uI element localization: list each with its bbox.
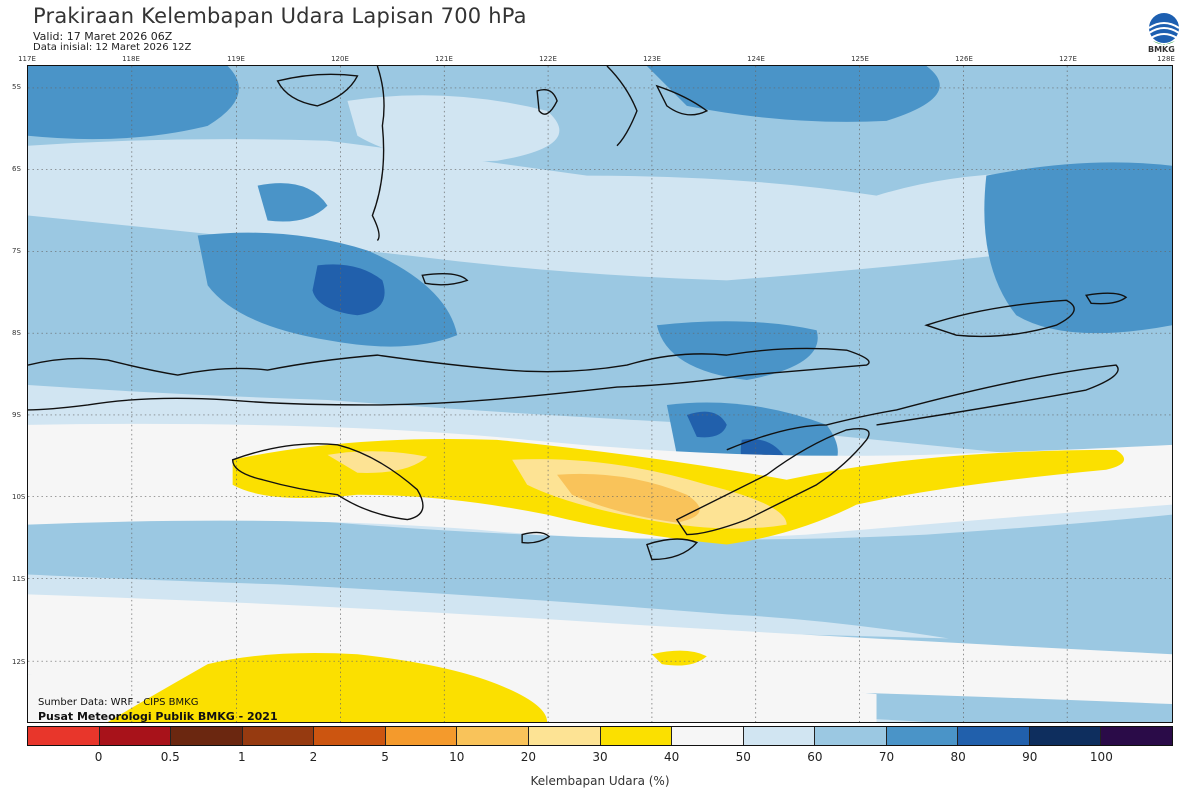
bmkg-logo-text: BMKG xyxy=(1148,45,1175,54)
band-60-70 xyxy=(527,199,727,261)
colorbar-tick-label: 0 xyxy=(94,750,103,764)
colorbar-segment xyxy=(886,727,959,745)
lon-label: 121E xyxy=(435,55,453,63)
rote-island xyxy=(646,538,699,561)
lon-label: 122E xyxy=(539,55,557,63)
band-70-80 xyxy=(28,484,1172,685)
colorbar-segment xyxy=(457,727,529,745)
band-90-100 xyxy=(312,264,385,316)
lon-label: 127E xyxy=(1059,55,1077,63)
colorbar-tick-label: 90 xyxy=(1022,750,1038,764)
colorbar-tick-label: 80 xyxy=(950,750,966,764)
colorbar-tick-label: 70 xyxy=(878,750,895,764)
band-30-40 xyxy=(651,650,707,666)
north-islands xyxy=(276,73,359,107)
bmkg-logo-icon xyxy=(1148,13,1180,45)
colorbar-tick-label: 20 xyxy=(520,750,537,764)
humidity-colorbar xyxy=(27,726,1173,746)
lat-label: 6S xyxy=(12,165,21,173)
initial-data-time: Data inisial: 12 Maret 2026 12Z xyxy=(33,42,192,53)
colorbar-segment xyxy=(743,727,816,745)
colorbar-tick-label: 100 xyxy=(1089,750,1113,764)
colorbar-label: Kelembapan Udara (%) xyxy=(530,774,670,788)
publisher-note: Pusat Meteorologi Publik BMKG - 2021 xyxy=(38,710,278,723)
colorbar-segment xyxy=(958,727,1030,745)
colorbar-tick-label: 50 xyxy=(735,750,751,764)
north-islands xyxy=(421,273,469,286)
lon-label: 119E xyxy=(227,55,245,63)
band-80-90 xyxy=(28,66,239,140)
colorbar-tick-label: 5 xyxy=(381,750,389,764)
lat-label: 7S xyxy=(12,247,21,255)
sumba-island xyxy=(231,443,424,521)
colorbar-segment xyxy=(1029,727,1102,745)
colorbar-segment xyxy=(1101,727,1172,745)
colorbar-segment xyxy=(600,727,673,745)
lon-label: 120E xyxy=(331,55,349,63)
band-90-100 xyxy=(686,411,727,438)
north-islands xyxy=(655,84,709,116)
colorbar-segment xyxy=(28,727,100,745)
lon-label: 128E xyxy=(1157,55,1175,63)
band-80-90 xyxy=(257,183,328,222)
colorbar-tick-label: 2 xyxy=(309,750,318,764)
lesser-sunda-islands xyxy=(28,347,870,411)
colorbar-tick-label: 30 xyxy=(592,750,608,764)
timor-east-outline xyxy=(726,364,1119,451)
timor-island xyxy=(675,427,870,536)
lon-label: 125E xyxy=(851,55,869,63)
colorbar-segment xyxy=(672,727,744,745)
source-note: Sumber Data: WRF - CIPS BMKG xyxy=(38,697,199,708)
band-10-20 xyxy=(557,473,700,523)
lon-label: 118E xyxy=(122,55,140,63)
lon-label: 124E xyxy=(747,55,765,63)
coastlines xyxy=(28,66,1128,561)
valid-time: Valid: 17 Maret 2026 06Z xyxy=(33,30,173,43)
lat-label: 10S xyxy=(12,493,26,501)
lat-label: 11S xyxy=(12,575,26,583)
lat-label: 9S xyxy=(12,411,21,419)
band-80-90 xyxy=(984,162,1172,334)
colorbar-segment xyxy=(385,727,458,745)
colorbar-segment xyxy=(528,727,601,745)
lon-label: 117E xyxy=(18,55,36,63)
colorbar-segment xyxy=(314,727,386,745)
humidity-map[interactable] xyxy=(27,65,1173,723)
graticule xyxy=(28,66,1172,722)
lat-label: 8S xyxy=(12,329,21,337)
band-30-40 xyxy=(107,652,548,722)
lat-label: 5S xyxy=(12,83,21,91)
colorbar-tick-label: 1 xyxy=(238,750,246,764)
lon-label: 126E xyxy=(955,55,973,63)
colorbar-tick-label: 60 xyxy=(807,750,823,764)
colorbar-segment xyxy=(242,727,315,745)
north-islands xyxy=(536,88,558,115)
colorbar-segment xyxy=(99,727,172,745)
banda-islands xyxy=(1085,292,1128,305)
lat-label: 12S xyxy=(12,658,26,666)
colorbar-tick-label: 10 xyxy=(449,750,465,764)
map-title: Prakiraan Kelembapan Udara Lapisan 700 h… xyxy=(33,4,527,28)
sulawesi-outline xyxy=(371,66,385,241)
colorbar-segment xyxy=(815,727,887,745)
colorbar-segment xyxy=(171,727,243,745)
colorbar-tick-label: 40 xyxy=(663,750,680,764)
lon-label: 123E xyxy=(643,55,661,63)
band-20-30 xyxy=(327,451,428,473)
north-islands xyxy=(606,66,638,147)
band-80-90 xyxy=(646,66,940,122)
flores-north-islands xyxy=(924,299,1075,338)
band-80-90 xyxy=(656,321,818,381)
savu-island xyxy=(521,531,551,544)
band-60-70 xyxy=(347,95,560,162)
colorbar-tick-label: 0.5 xyxy=(160,750,180,764)
